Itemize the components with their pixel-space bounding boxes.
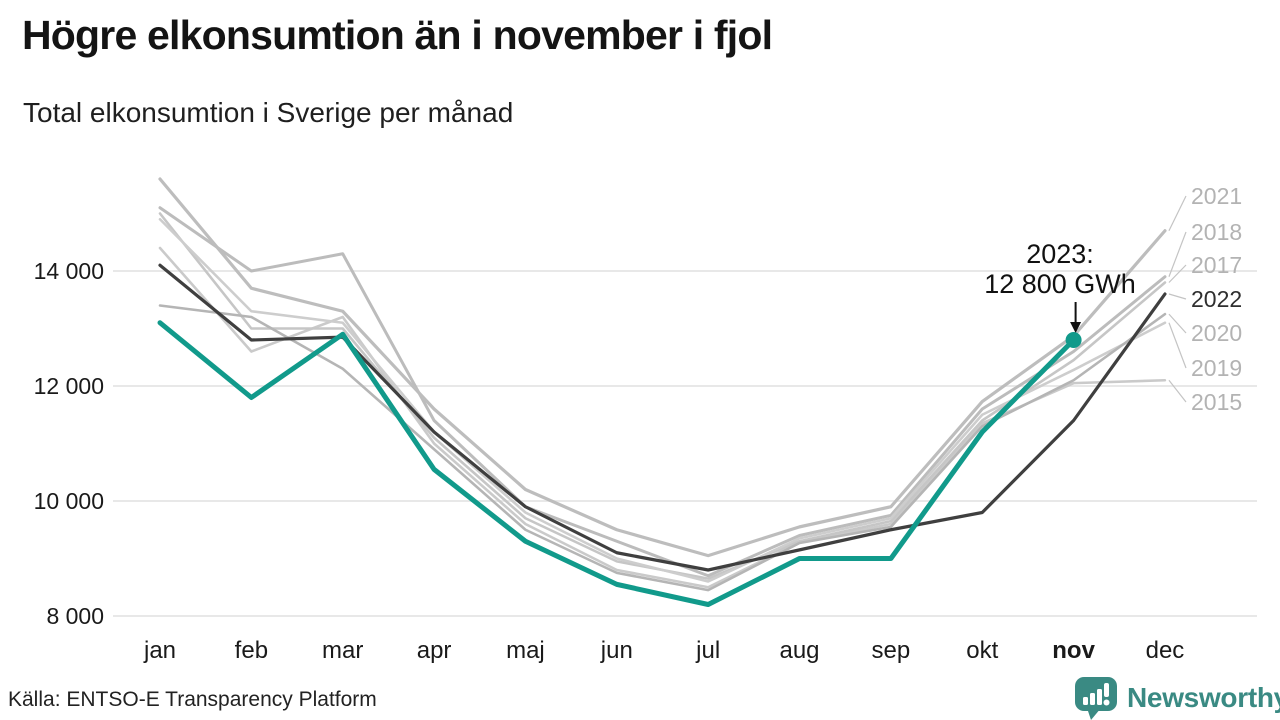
series-line-2023 xyxy=(157,320,1077,607)
x-tick-label-sep: sep xyxy=(872,637,911,664)
year-label-leader xyxy=(1168,195,1187,232)
highlight-point xyxy=(1065,332,1082,348)
x-tick-label-feb: feb xyxy=(235,637,268,664)
newsworthy-logo: Newsworthy xyxy=(1074,676,1280,720)
year-label-leader xyxy=(1168,379,1187,403)
year-label-leader xyxy=(1168,313,1187,334)
series-line-2021 xyxy=(158,177,1167,558)
year-label-2022: 2022 xyxy=(1191,286,1242,312)
series-line-2018 xyxy=(158,206,1167,578)
year-label-2015: 2015 xyxy=(1191,389,1242,415)
x-tick-label-apr: apr xyxy=(417,637,452,664)
series-line-2019 xyxy=(158,217,1167,583)
annotation-arrow-head xyxy=(1070,322,1082,333)
x-tick-label-jun: jun xyxy=(600,637,633,664)
series-line-2020 xyxy=(158,304,1167,592)
year-label-leader xyxy=(1168,264,1187,283)
newsworthy-logo-text: Newsworthy xyxy=(1127,682,1280,713)
x-tick-label-jan: jan xyxy=(143,637,176,664)
x-tick-label-maj: maj xyxy=(506,637,545,664)
year-label-2021: 2021 xyxy=(1191,183,1242,209)
x-tick-label-mar: mar xyxy=(322,637,363,664)
year-label-2019: 2019 xyxy=(1191,355,1242,381)
annotation-line1: 2023: xyxy=(1026,239,1094,269)
year-label-leader xyxy=(1168,231,1187,277)
y-tick-label: 8 000 xyxy=(46,603,104,629)
year-label-leader xyxy=(1168,322,1187,369)
year-label-2018: 2018 xyxy=(1191,219,1242,245)
y-tick-label: 10 000 xyxy=(34,488,104,514)
chart-title: Högre elkonsumtion än i november i fjol xyxy=(22,12,773,58)
x-tick-label-nov: nov xyxy=(1052,637,1095,664)
newsworthy-logo-icon xyxy=(1075,677,1117,720)
x-tick-label-okt: okt xyxy=(966,637,998,664)
year-label-2020: 2020 xyxy=(1191,320,1242,346)
year-label-2017: 2017 xyxy=(1191,252,1242,278)
y-tick-label: 14 000 xyxy=(34,258,104,284)
chart-subtitle: Total elkonsumtion i Sverige per månad xyxy=(23,97,514,128)
series-line-2022 xyxy=(158,263,1167,572)
x-tick-label-jul: jul xyxy=(695,637,720,664)
annotation-line2: 12 800 GWh xyxy=(984,269,1136,299)
year-label-leader xyxy=(1168,293,1187,300)
x-tick-label-aug: aug xyxy=(779,637,819,664)
y-tick-label: 12 000 xyxy=(34,373,104,399)
x-tick-label-dec: dec xyxy=(1146,637,1185,664)
source-note: Källa: ENTSO-E Transparency Platform xyxy=(8,688,377,711)
